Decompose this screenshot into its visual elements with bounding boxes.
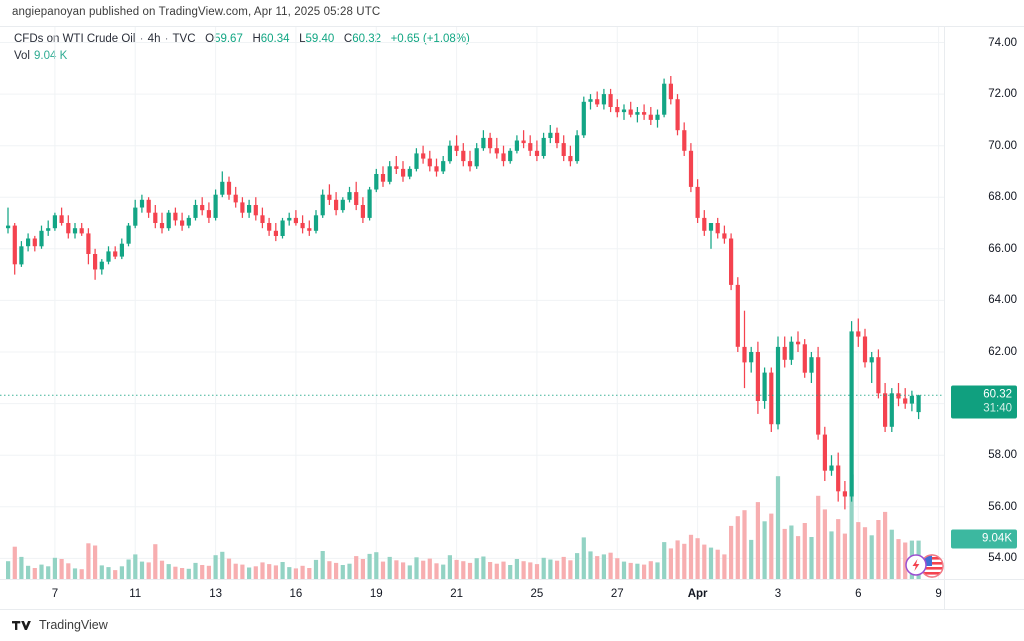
- price-tick-label: 64.00: [988, 294, 1017, 307]
- last-price-value: 60.32: [983, 388, 1012, 401]
- time-scale[interactable]: 711131619212527Apr36911: [0, 579, 1024, 610]
- legend-separator-1: ·: [139, 33, 144, 45]
- time-tick-label: 9: [935, 588, 942, 600]
- last-price-badge[interactable]: 60.32 31:40: [951, 385, 1017, 419]
- chart-plot-area[interactable]: [0, 27, 944, 579]
- legend-volume-row: Vol 9.04 K: [14, 49, 470, 64]
- legend-close-label: C: [343, 33, 353, 45]
- time-tick-label: 7: [51, 588, 59, 600]
- time-tick-label: 6: [855, 588, 862, 600]
- candlestick-chart[interactable]: [0, 27, 944, 579]
- price-tick-label: 68.00: [988, 191, 1017, 204]
- time-tick-label: 3: [774, 588, 782, 600]
- grid-lines: [0, 27, 944, 579]
- price-tick-label: 72.00: [988, 88, 1017, 101]
- time-tick-label: 13: [209, 588, 222, 600]
- tradingview-logo-icon: [12, 620, 31, 630]
- time-tick-label: Apr: [687, 588, 708, 600]
- legend-separator-2: ·: [164, 33, 169, 45]
- legend-high-label: H: [252, 33, 261, 45]
- time-tick-label: 21: [450, 588, 463, 600]
- time-tick-label: 16: [289, 588, 303, 600]
- legend-low-label: L: [299, 33, 306, 45]
- candles: [6, 76, 921, 510]
- price-tick-label: 66.00: [988, 242, 1017, 255]
- legend-open-label: O: [205, 33, 215, 45]
- bar-countdown: 31:40: [983, 402, 1012, 415]
- volume-bars: [6, 474, 921, 579]
- price-scale[interactable]: 74.0072.0070.0068.0066.0064.0062.0060.00…: [944, 27, 1024, 579]
- price-tick-label: 54.00: [988, 552, 1017, 565]
- price-tick-label: 74.00: [988, 36, 1017, 49]
- tradingview-wordmark: TradingView: [39, 618, 108, 632]
- time-tick-label: 25: [530, 588, 544, 600]
- attribution-text: angiepanoyan published on TradingView.co…: [12, 6, 381, 18]
- axis-corner: [944, 579, 1024, 609]
- time-tick-label: 11: [129, 588, 142, 600]
- price-tick-label: 56.00: [988, 500, 1017, 513]
- price-tick-label: 62.00: [988, 346, 1017, 358]
- header-divider: [0, 26, 1024, 27]
- time-tick-label: 19: [369, 588, 383, 600]
- price-tick-label: 70.00: [988, 139, 1017, 152]
- legend-volume-label: Vol: [14, 50, 30, 62]
- economic-event-marker[interactable]: [900, 551, 946, 581]
- tradingview-branding[interactable]: TradingView: [12, 618, 108, 632]
- time-tick-label: 27: [610, 588, 624, 600]
- volume-badge[interactable]: 9.04K: [951, 529, 1017, 549]
- price-tick-label: 58.00: [988, 449, 1017, 462]
- flag-coin-icon[interactable]: [905, 554, 944, 578]
- footer-divider: [0, 609, 1024, 610]
- legend-volume-value: 9.04 K: [34, 50, 68, 62]
